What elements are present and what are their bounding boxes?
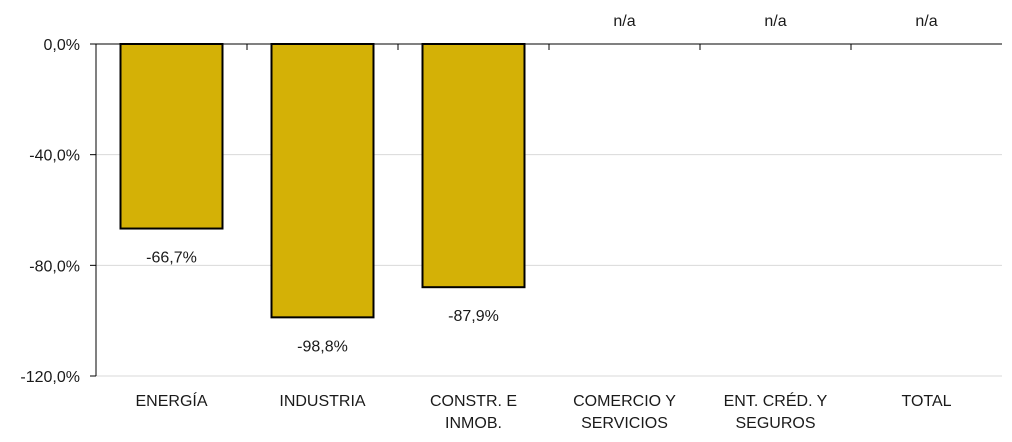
x-tick-label-5: TOTAL [901, 393, 951, 410]
data-label-3: n/a [613, 13, 635, 30]
data-label-5: n/a [915, 13, 937, 30]
y-tick-label: -120,0% [20, 369, 80, 386]
x-tick-label-3: COMERCIO Y SERVICIOS [573, 393, 676, 432]
y-tick-label: -40,0% [29, 148, 80, 165]
data-label-0: -66,7% [146, 250, 197, 267]
data-label-4: n/a [764, 13, 786, 30]
y-tick-label: -80,0% [29, 258, 80, 275]
bars [119, 43, 526, 319]
bar-0 [119, 43, 224, 230]
bar-2 [421, 43, 526, 289]
gridlines [96, 154, 1002, 377]
y-tick-label: 0,0% [44, 37, 80, 54]
bar-1 [270, 43, 375, 319]
x-tick-label-0: ENERGÍA [135, 391, 207, 410]
x-tick-label-4: ENT. CRÉD. Y SEGUROS [724, 391, 828, 432]
data-labels: -66,7% -98,8% -87,9% n/a n/a n/a [146, 13, 938, 355]
x-tick-label-2: CONSTR. E INMOB. [430, 393, 517, 432]
axes: 0,0% -40,0% -80,0% -120,0% ENERGÍA INDUSTRIA C… [20, 37, 1002, 432]
data-label-2: -87,9% [448, 308, 499, 325]
data-label-1: -98,8% [297, 338, 348, 355]
x-tick-label-1: INDUSTRIA [279, 393, 366, 410]
